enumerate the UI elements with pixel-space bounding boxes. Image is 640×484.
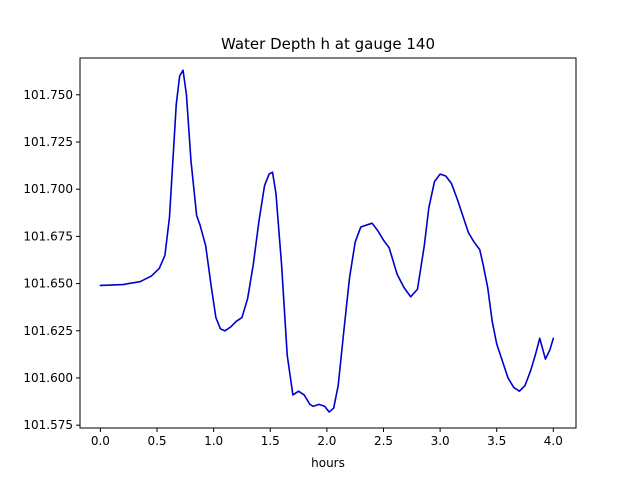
- x-tick-label: 2.5: [374, 434, 393, 448]
- y-tick-label: 101.725: [23, 135, 73, 149]
- y-axis: 101.575 101.600 101.625 101.650 101.675 101.7…: [23, 88, 80, 432]
- x-tick-label: 3.0: [431, 434, 450, 448]
- chart-title: Water Depth h at gauge 140: [221, 35, 435, 53]
- x-axis: 0.0 0.5 1.0 1.5 2.0 2.5 3.0 3.5 4.0: [91, 428, 563, 448]
- y-tick-label: 101.600: [23, 371, 73, 385]
- x-tick-label: 3.5: [487, 434, 506, 448]
- x-tick-label: 1.0: [204, 434, 223, 448]
- x-tick-label: 2.0: [317, 434, 336, 448]
- x-tick-label: 0.5: [147, 434, 166, 448]
- x-tick-label: 4.0: [544, 434, 563, 448]
- y-tick-label: 101.575: [23, 418, 73, 432]
- y-tick-label: 101.750: [23, 88, 73, 102]
- series-line: [99, 69, 555, 413]
- x-tick-label: 0.0: [91, 434, 110, 448]
- y-tick-label: 101.650: [23, 277, 73, 291]
- plot-area: [99, 69, 555, 413]
- x-axis-label: hours: [311, 456, 345, 470]
- y-tick-label: 101.675: [23, 229, 73, 243]
- y-tick-label: 101.700: [23, 182, 73, 196]
- y-tick-label: 101.625: [23, 324, 73, 338]
- x-tick-label: 1.5: [261, 434, 280, 448]
- axes-frame: [79, 57, 577, 429]
